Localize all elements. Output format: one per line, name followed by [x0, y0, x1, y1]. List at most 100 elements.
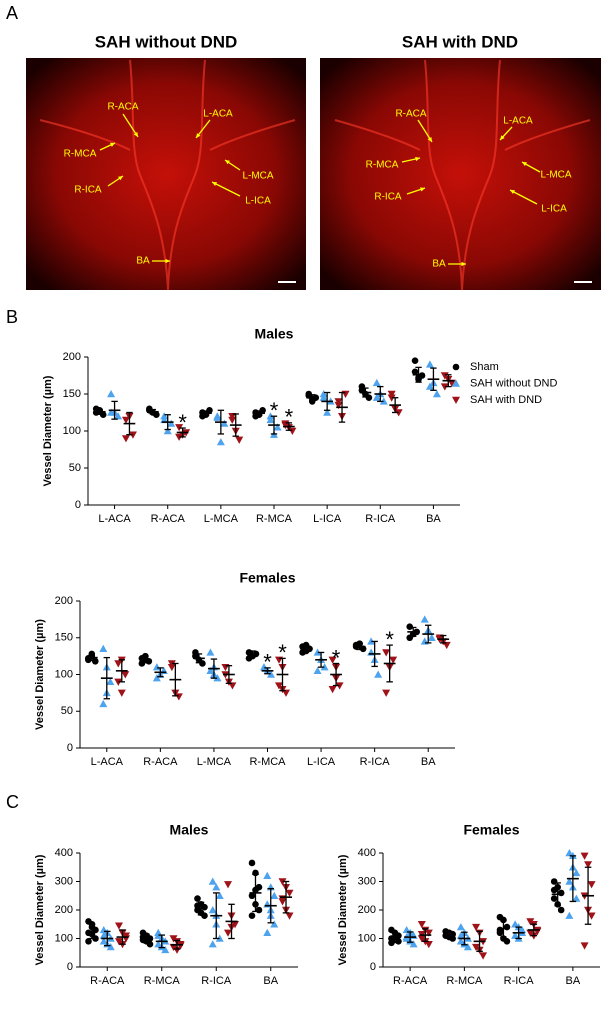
- panel-letter: C: [6, 792, 19, 812]
- point: [282, 689, 290, 697]
- point: [305, 390, 313, 398]
- point: [299, 649, 306, 656]
- point: [313, 648, 322, 656]
- x-tick-label: R-ACA: [393, 975, 428, 987]
- point: [199, 660, 206, 667]
- point: [572, 868, 581, 877]
- point: [208, 906, 217, 914]
- point: [275, 682, 283, 690]
- point: [128, 431, 137, 439]
- point: [406, 634, 414, 642]
- point: [248, 892, 256, 900]
- point: [107, 390, 116, 398]
- point: [228, 682, 237, 690]
- point: [456, 923, 465, 931]
- point: [228, 416, 237, 424]
- point: [252, 412, 259, 420]
- arrow-head: [110, 142, 115, 147]
- point: [208, 877, 217, 885]
- point: [319, 393, 328, 401]
- x-tick-label: R-ICA: [504, 975, 535, 987]
- point: [175, 433, 184, 441]
- point: [267, 670, 275, 678]
- y-tick-label: 0: [67, 961, 73, 973]
- point: [587, 881, 596, 889]
- point: [199, 412, 206, 420]
- legend-label: Sham: [470, 361, 499, 373]
- point: [255, 906, 263, 914]
- y-tick-label: 0: [370, 961, 376, 973]
- x-tick-label: BA: [566, 975, 581, 987]
- point: [212, 883, 221, 891]
- point: [328, 656, 337, 664]
- y-axis-label: Vessel Diameter (µm): [34, 619, 46, 730]
- point: [117, 689, 126, 697]
- point: [511, 931, 520, 939]
- vessel-label: L-MCA: [242, 171, 273, 182]
- point: [456, 937, 465, 945]
- y-tick-label: 400: [358, 847, 376, 859]
- point: [175, 424, 184, 432]
- point: [160, 412, 169, 420]
- point: [146, 405, 153, 413]
- point: [224, 881, 233, 889]
- point: [511, 920, 520, 928]
- vessel-label: L-ICA: [245, 196, 271, 207]
- point: [440, 372, 449, 380]
- point: [313, 666, 322, 675]
- brain-image: [320, 58, 601, 290]
- x-tick-label: L-ICA: [313, 513, 342, 525]
- point: [420, 615, 429, 623]
- point: [427, 633, 436, 641]
- point: [432, 390, 441, 398]
- point: [106, 677, 115, 686]
- point: [146, 940, 154, 948]
- point: [266, 415, 275, 424]
- y-tick-label: 150: [55, 632, 73, 644]
- point: [440, 383, 449, 391]
- point: [99, 644, 108, 652]
- point: [580, 852, 589, 860]
- point: [587, 912, 596, 920]
- point: [328, 686, 337, 694]
- arrow-head: [500, 135, 505, 140]
- vessel-label: R-ICA: [74, 185, 102, 196]
- point: [270, 891, 279, 899]
- point: [152, 663, 161, 671]
- point: [285, 912, 294, 920]
- point: [496, 926, 504, 934]
- legend-marker: [452, 396, 460, 404]
- point: [121, 671, 130, 679]
- point: [447, 379, 456, 387]
- point: [449, 935, 456, 942]
- point: [248, 859, 256, 867]
- point: [323, 408, 332, 416]
- point: [334, 398, 343, 406]
- point: [91, 657, 99, 665]
- vessel-label: R-MCA: [64, 149, 97, 160]
- image-title: SAH with DND: [402, 32, 518, 51]
- vessel-label: R-ACA: [107, 102, 138, 113]
- point: [409, 940, 418, 948]
- image-title: SAH without DND: [95, 32, 238, 51]
- vessel-label: L-MCA: [540, 170, 571, 181]
- point: [281, 421, 290, 430]
- point: [335, 682, 344, 690]
- point: [394, 409, 403, 417]
- arrow-head: [420, 187, 425, 192]
- point: [379, 397, 388, 405]
- x-tick-label: R-MCA: [256, 513, 293, 525]
- vessels: [39, 59, 591, 291]
- point: [387, 390, 396, 398]
- y-tick-label: 100: [55, 668, 73, 680]
- point: [565, 849, 574, 857]
- point: [85, 938, 92, 945]
- significance: *: [385, 627, 394, 652]
- x-tick-label: R-MCA: [446, 975, 483, 987]
- x-tick-label: R-ICA: [201, 975, 232, 987]
- point: [174, 693, 183, 701]
- point: [374, 670, 383, 678]
- point: [288, 427, 297, 435]
- arrow-head: [415, 156, 420, 162]
- point: [417, 921, 426, 929]
